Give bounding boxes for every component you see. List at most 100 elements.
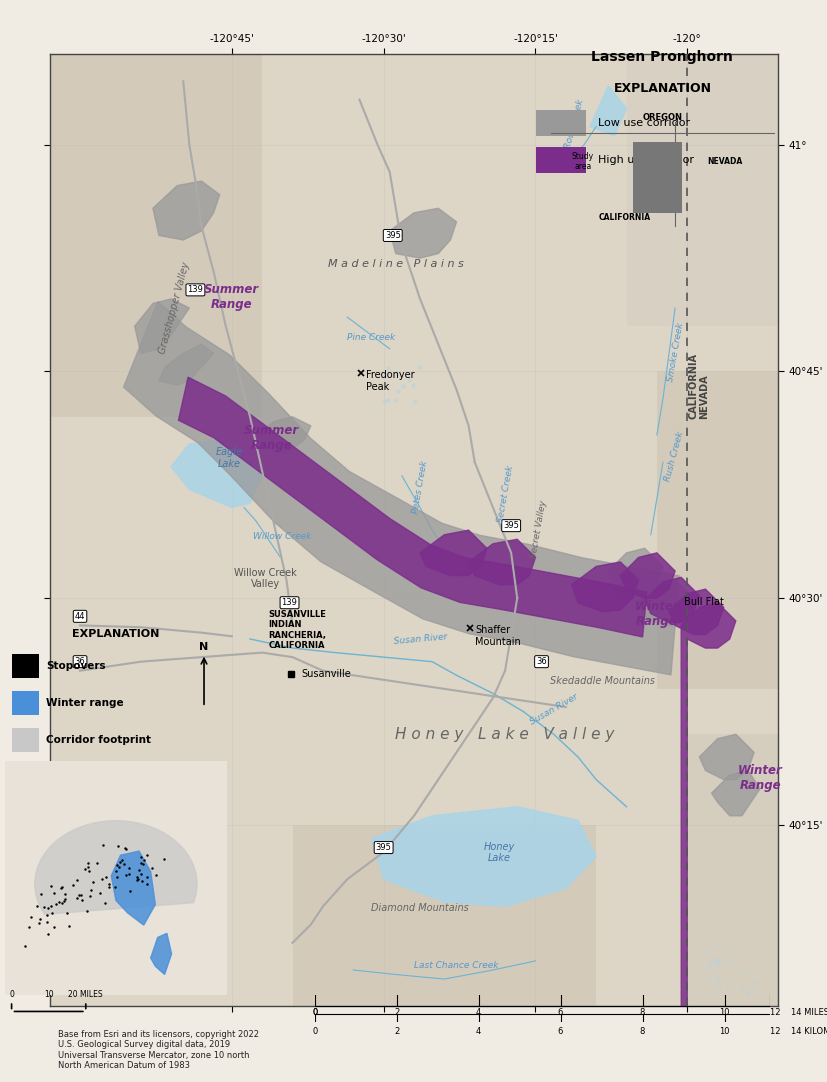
Polygon shape (608, 549, 662, 598)
Text: 12    14 KILOMETERS: 12 14 KILOMETERS (769, 1027, 827, 1035)
Polygon shape (668, 589, 723, 634)
Polygon shape (419, 530, 486, 576)
Text: Secret Creek: Secret Creek (495, 464, 514, 523)
Text: 10: 10 (719, 1027, 729, 1035)
Text: 36: 36 (74, 657, 85, 667)
Text: 6: 6 (557, 1007, 562, 1017)
Text: 10: 10 (719, 1007, 729, 1017)
Bar (12, 728, 40, 752)
Text: 6: 6 (557, 1027, 562, 1035)
Polygon shape (468, 539, 535, 584)
Polygon shape (590, 85, 626, 135)
Text: 4: 4 (476, 1027, 480, 1035)
Text: 0: 0 (312, 1007, 317, 1017)
Text: Base from Esri and its licensors, copyright 2022
U.S. Geological Survey digital : Base from Esri and its licensors, copyri… (58, 1030, 259, 1070)
Polygon shape (371, 807, 595, 907)
Polygon shape (35, 820, 197, 914)
Text: Corridor footprint: Corridor footprint (46, 735, 151, 745)
Polygon shape (171, 439, 262, 507)
Bar (632, 142, 681, 213)
Text: Skedaddle Mountains: Skedaddle Mountains (549, 676, 654, 686)
Text: 0: 0 (312, 1007, 317, 1017)
Text: 0: 0 (9, 990, 14, 999)
Text: Shaffer
Mountain: Shaffer Mountain (475, 625, 520, 647)
Text: 4: 4 (476, 1007, 480, 1017)
Text: Winter
Range: Winter Range (633, 601, 678, 629)
Polygon shape (638, 580, 692, 625)
Text: CALIFORNIA: CALIFORNIA (687, 353, 697, 419)
Text: Study
area: Study area (571, 151, 593, 171)
Polygon shape (390, 208, 456, 259)
Text: Summer
Range: Summer Range (204, 283, 259, 311)
Text: Red Rock Creek: Red Rock Creek (557, 98, 585, 170)
Bar (535, 147, 586, 173)
Text: Fredonyer
Peak: Fredonyer Peak (366, 370, 414, 392)
Polygon shape (256, 417, 310, 453)
Polygon shape (153, 181, 219, 240)
Text: 8: 8 (639, 1007, 644, 1017)
Text: Willow Creek
Valley: Willow Creek Valley (233, 568, 296, 590)
Bar (292, 824, 595, 1006)
Polygon shape (619, 553, 674, 598)
Text: 0: 0 (312, 1027, 317, 1035)
Bar (656, 371, 777, 689)
Bar (626, 54, 777, 326)
Text: Winter range: Winter range (46, 698, 124, 708)
Polygon shape (571, 562, 638, 611)
Text: Petes Creek: Petes Creek (410, 460, 428, 514)
Polygon shape (179, 378, 646, 637)
Text: High use corridor: High use corridor (597, 155, 693, 166)
Polygon shape (135, 299, 189, 354)
Text: SUSANVILLE
INDIAN
RANCHERIA,
CALIFORNIA: SUSANVILLE INDIAN RANCHERIA, CALIFORNIA (268, 610, 326, 650)
Polygon shape (644, 578, 699, 622)
Text: 395: 395 (385, 230, 400, 240)
Polygon shape (151, 934, 171, 975)
Bar (12, 654, 40, 678)
Text: M a d e l i n e   P l a i n s: M a d e l i n e P l a i n s (327, 260, 463, 269)
Text: Lassen Pronghorn: Lassen Pronghorn (590, 50, 733, 64)
Polygon shape (681, 603, 735, 1082)
Text: H o n e y   L a k e   V a l l e y: H o n e y L a k e V a l l e y (395, 727, 614, 742)
Text: Willow Creek: Willow Creek (253, 532, 311, 541)
Text: Rush Creek: Rush Creek (662, 431, 684, 483)
Text: Susan River: Susan River (393, 632, 447, 646)
Polygon shape (159, 344, 213, 385)
Text: Grasshopper Valley: Grasshopper Valley (157, 261, 191, 355)
Text: Susan River: Susan River (528, 692, 578, 727)
Text: Bull Flat: Bull Flat (683, 596, 723, 607)
Bar (535, 110, 586, 136)
Text: 44: 44 (74, 611, 85, 621)
Text: Pine Creek: Pine Creek (347, 333, 395, 342)
Text: N: N (199, 642, 208, 651)
Text: Stopovers: Stopovers (46, 661, 106, 671)
Text: EXPLANATION: EXPLANATION (72, 629, 160, 639)
Text: Winter
Range: Winter Range (737, 764, 782, 792)
Bar (50, 54, 262, 417)
Text: Honey
Lake: Honey Lake (483, 842, 514, 863)
Polygon shape (699, 735, 753, 779)
Bar (686, 735, 777, 1006)
Polygon shape (710, 770, 759, 816)
Text: Smoke Creek: Smoke Creek (665, 322, 685, 383)
Text: 139: 139 (281, 598, 297, 607)
Text: Low use corridor: Low use corridor (597, 118, 689, 129)
Text: EXPLANATION: EXPLANATION (613, 82, 710, 95)
Text: 395: 395 (375, 843, 391, 852)
Text: 8: 8 (639, 1027, 644, 1035)
Text: 139: 139 (187, 286, 203, 294)
Text: 20 MILES: 20 MILES (69, 990, 103, 999)
Text: 395: 395 (503, 522, 519, 530)
Text: 2: 2 (394, 1007, 399, 1017)
Text: Last Chance Creek: Last Chance Creek (414, 961, 498, 971)
Text: 10: 10 (44, 990, 54, 999)
Text: NEVADA: NEVADA (706, 157, 741, 166)
Text: Susanville: Susanville (302, 669, 351, 679)
Text: Eagle
Lake: Eagle Lake (215, 447, 242, 469)
Text: 2: 2 (394, 1027, 399, 1035)
Polygon shape (123, 302, 678, 675)
Text: 12    14 MILES: 12 14 MILES (769, 1007, 827, 1017)
Polygon shape (111, 852, 155, 925)
Text: OREGON: OREGON (642, 114, 681, 122)
Bar (5, 761, 227, 995)
Text: Secret Valley: Secret Valley (528, 500, 547, 559)
